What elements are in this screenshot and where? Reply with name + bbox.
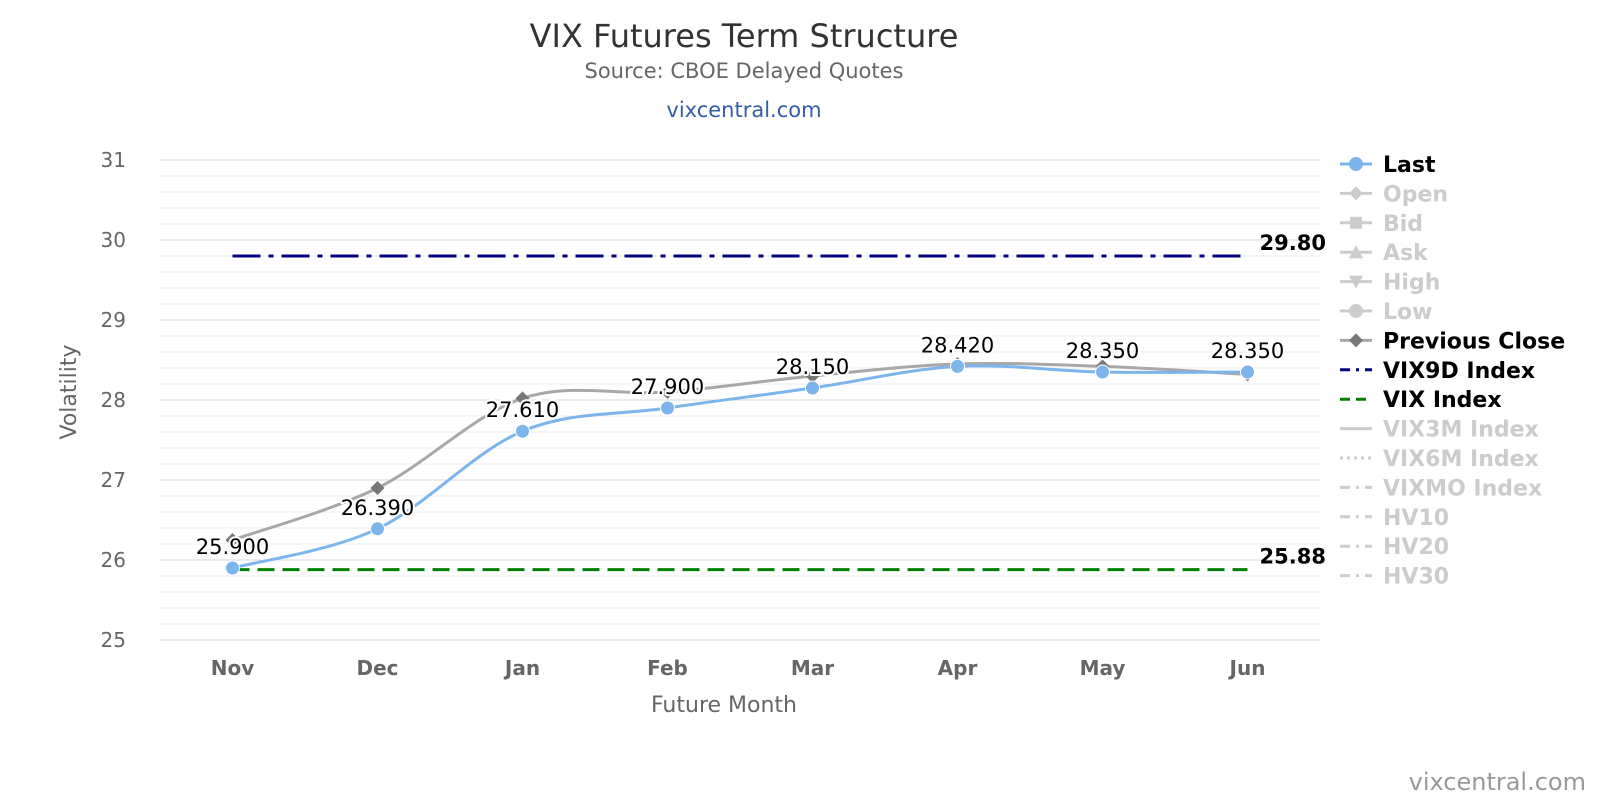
legend-item-hv20[interactable]: HV20 [1340, 535, 1449, 560]
legend-item-vixmo-index[interactable]: VIXMO Index [1340, 476, 1542, 501]
data-point-last [370, 521, 385, 537]
legend-label: Bid [1383, 212, 1423, 237]
legend-item-high[interactable]: High [1340, 271, 1440, 296]
x-tick-label: Jan [503, 656, 540, 680]
legend-label: VIX Index [1383, 388, 1502, 413]
y-tick-label: 30 [101, 228, 126, 252]
data-label: 25.900 [196, 535, 269, 559]
legend-item-hv10[interactable]: HV10 [1340, 506, 1449, 531]
data-label: 27.900 [631, 375, 704, 399]
y-axis-ticks: 25 26 27 28 29 30 31 [101, 148, 126, 652]
legend-label: HV10 [1383, 506, 1449, 531]
credits-link[interactable]: vixcentral.com [1409, 768, 1586, 796]
data-label: 28.350 [1066, 339, 1139, 363]
x-tick-label: Mar [791, 656, 834, 680]
chart-title: VIX Futures Term Structure [530, 17, 959, 55]
data-point-last [950, 358, 965, 374]
reference-label: 29.80 [1260, 231, 1326, 255]
diamond-marker-icon [1349, 333, 1363, 348]
legend-label: VIX9D Index [1383, 359, 1535, 384]
data-label: 28.150 [776, 355, 849, 379]
y-tick-label: 25 [101, 628, 126, 652]
legend-label: VIX6M Index [1383, 447, 1539, 472]
legend-label: HV20 [1383, 535, 1449, 560]
data-point-last [1240, 364, 1255, 380]
series-lines [231, 361, 1248, 570]
legend-label: Previous Close [1383, 329, 1565, 354]
y-axis-title: Volatility [57, 344, 82, 439]
x-tick-label: Jun [1228, 656, 1266, 680]
data-point-previous-close [225, 533, 240, 547]
data-point-previous-close [805, 369, 820, 383]
site-link[interactable]: vixcentral.com [666, 98, 821, 122]
y-tick-label: 31 [101, 148, 126, 172]
data-point-previous-close [660, 385, 675, 399]
reference-lines: 29.80 25.88 [232, 231, 1326, 572]
legend-item-low[interactable]: Low [1340, 300, 1432, 325]
data-point-last [660, 400, 675, 416]
data-label: 28.350 [1211, 339, 1284, 363]
triangle-marker-icon [1349, 245, 1363, 259]
x-axis-title: Future Month [651, 693, 797, 718]
series-markers [225, 357, 1255, 576]
grid-lines [160, 159, 1320, 641]
y-tick-label: 26 [101, 548, 126, 572]
legend-label: VIXMO Index [1383, 476, 1542, 501]
legend-label: VIX3M Index [1383, 418, 1539, 443]
square-marker-icon [1350, 216, 1362, 229]
reference-label: 25.88 [1260, 545, 1326, 569]
legend-item-hv30[interactable]: HV30 [1340, 565, 1449, 590]
x-tick-label: Nov [211, 656, 255, 680]
legend-item-bid[interactable]: Bid [1340, 212, 1423, 237]
x-tick-label: Feb [647, 656, 688, 680]
series-line-last [232, 364, 1248, 570]
diamond-marker-icon [1349, 186, 1363, 201]
y-tick-label: 28 [101, 388, 126, 412]
legend-label: Ask [1383, 241, 1429, 266]
y-tick-label: 29 [101, 308, 126, 332]
chart-subtitle: Source: CBOE Delayed Quotes [585, 59, 904, 83]
legend-label: High [1383, 271, 1440, 296]
legend-item-previous-close[interactable]: Previous Close [1340, 329, 1565, 354]
data-point-last [805, 380, 820, 396]
y-tick-label: 27 [101, 468, 126, 492]
data-point-last [1095, 364, 1110, 380]
data-point-previous-close [515, 391, 530, 406]
data-point-last [515, 423, 530, 439]
legend-item-last[interactable]: Last [1340, 153, 1436, 178]
legend-label: Open [1383, 182, 1448, 207]
legend-item-vix-index[interactable]: VIX Index [1340, 388, 1502, 413]
legend-label: HV30 [1383, 565, 1449, 590]
data-point-previous-close [370, 481, 385, 495]
legend-item-vix3m-index[interactable]: VIX3M Index [1340, 418, 1539, 443]
legend-item-vix9d-index[interactable]: VIX9D Index [1340, 359, 1535, 384]
legend-item-open[interactable]: Open [1340, 182, 1448, 207]
x-tick-label: May [1080, 656, 1126, 680]
x-tick-label: Dec [356, 656, 398, 680]
data-label: 27.610 [486, 398, 559, 422]
data-label: 26.390 [341, 496, 414, 520]
x-axis-ticks: Nov Dec Jan Feb Mar Apr May Jun [211, 656, 1266, 680]
legend-label: Last [1383, 153, 1436, 178]
data-point-last [225, 560, 240, 576]
x-tick-label: Apr [938, 656, 978, 680]
circle-marker-icon [1349, 304, 1363, 318]
legend: Last Open Bid Ask High Low Previous Close VIX9D… [1340, 153, 1565, 590]
legend-item-ask[interactable]: Ask [1340, 241, 1429, 266]
triangle-down-marker-icon [1349, 275, 1363, 289]
legend-item-vix6m-index[interactable]: VIX6M Index [1340, 447, 1539, 472]
data-labels: 25.900 26.390 27.610 27.900 28.150 28.420 28.3… [194, 331, 1286, 561]
circle-marker-icon [1349, 157, 1363, 171]
data-label: 28.420 [921, 333, 994, 357]
series-line-previous-close [231, 361, 1248, 542]
legend-label: Low [1383, 300, 1432, 325]
